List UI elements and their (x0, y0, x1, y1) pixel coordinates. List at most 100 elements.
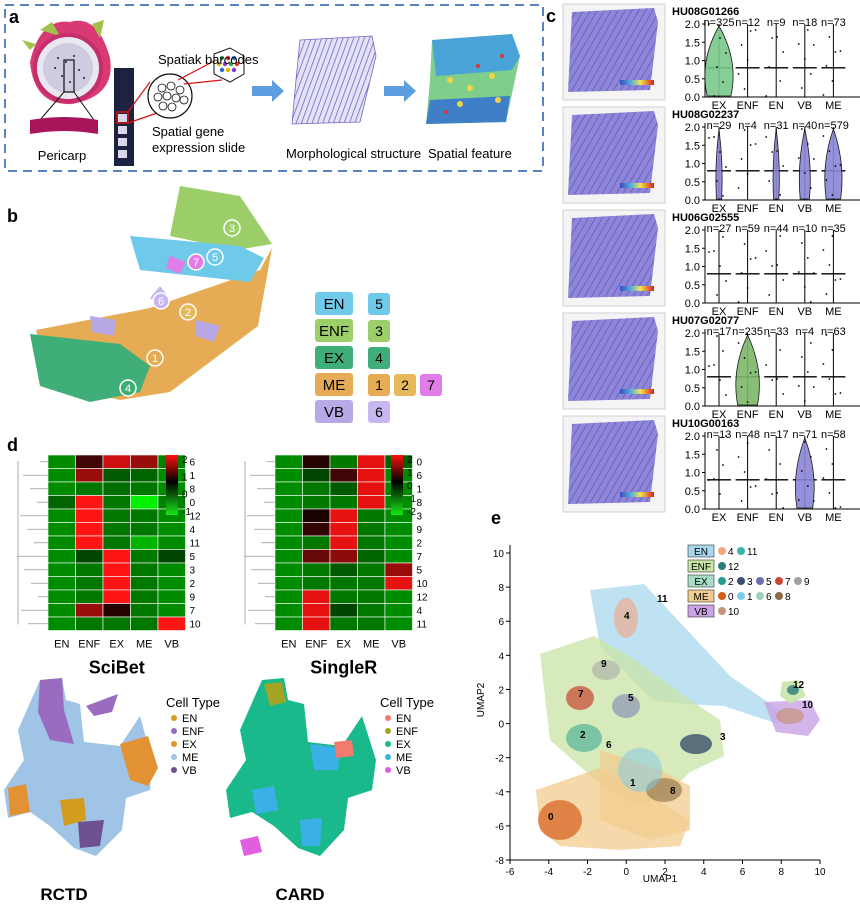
jitter-dot (828, 36, 831, 38)
cell-count-label: n=9 (767, 17, 786, 29)
colorbar-tick-label: -2 (407, 507, 416, 518)
jitter-dot (737, 456, 740, 458)
cluster-label: 2 (580, 730, 586, 741)
jitter-dot (839, 506, 842, 508)
jitter-dot (765, 136, 768, 138)
legend-swatch (171, 715, 177, 721)
jitter-dot (797, 157, 800, 159)
legend-cluster-box (368, 347, 390, 369)
jitter-dot (800, 128, 803, 130)
y-tick-label: 0.5 (685, 383, 700, 395)
expression-slide-image (114, 47, 245, 166)
heatmap-cell (102, 454, 131, 469)
heatmap-cell (102, 535, 131, 550)
cluster-label: 3 (720, 732, 726, 743)
x-tick-label: 10 (814, 867, 826, 878)
cluster-number: 4 (125, 383, 131, 395)
jitter-dot (765, 95, 768, 97)
cluster-number: 5 (212, 252, 218, 264)
jitter-dot (812, 500, 815, 502)
jitter-dot (779, 349, 782, 351)
jitter-dot (834, 507, 837, 509)
legend-type-box (687, 559, 715, 573)
heatmap-row-label: 7 (190, 606, 196, 617)
heatmap-cell (47, 495, 76, 510)
morphological-structure-image (291, 35, 377, 125)
card-title: CARD (275, 885, 324, 904)
panel-c-letter: c (546, 6, 556, 26)
heatmap-cell (274, 549, 303, 564)
heatmap-cell (302, 508, 331, 523)
heatmap-cell (75, 576, 104, 591)
y-tick-label: 1.5 (685, 449, 700, 461)
legend-cluster-label: 11 (747, 547, 758, 558)
legend-type-box (687, 604, 715, 618)
jitter-dot (719, 37, 721, 39)
jitter-dot (828, 264, 831, 266)
jitter-dot (776, 492, 779, 494)
heatmap-cell (102, 508, 131, 523)
heatmap-row-label: 9 (190, 593, 196, 604)
colorbar-tick-label: 2 (182, 455, 188, 466)
jitter-dot (803, 400, 806, 402)
heatmap-cell (274, 589, 303, 604)
cell-count-label: n=27 (707, 223, 732, 235)
cell-count-label: n=58 (821, 429, 846, 441)
x-tick-label: 6 (740, 867, 746, 878)
heatmap-cell (384, 562, 413, 577)
heatmap-cell (302, 535, 331, 550)
legend-cluster-label: 1 (747, 592, 753, 603)
jitter-dot (771, 37, 774, 39)
colorbar-tick-label: 2 (407, 455, 413, 466)
expression-map (568, 420, 658, 504)
cell-count-label: n=40 (792, 120, 817, 132)
heatmap-cell (302, 616, 331, 631)
cluster-number-labels: 1 2 3 4 5 6 7 (119, 219, 241, 397)
expression-map (568, 111, 658, 195)
jitter-dot (779, 463, 782, 465)
legend-type-label: EN (694, 547, 708, 558)
x-tick-label: EN (769, 100, 784, 112)
pericarp-label: Pericarp (38, 148, 86, 163)
heatmap-cell (302, 549, 331, 564)
heatmap-cell (102, 589, 131, 604)
heatmap-cell (302, 468, 331, 483)
y-tick-label: 0.0 (685, 504, 700, 516)
jitter-dot (746, 401, 749, 403)
jitter-dot (725, 280, 727, 282)
heatmap-cell (302, 454, 331, 469)
panel-b: b 1 2 3 4 5 6 7 EN 5 ENF 3 EX 4 ME 1 (7, 186, 442, 423)
x-tick-label: VB (797, 512, 812, 524)
heatmap-cell (274, 495, 303, 510)
heatmap-cell (130, 508, 159, 523)
jitter-dot (779, 194, 782, 196)
heatmap-cell (47, 454, 76, 469)
heatmap-column-label: EN (281, 639, 296, 651)
rctd-umap (4, 678, 158, 856)
arrow-icon (384, 80, 416, 102)
heatmap-cell (274, 603, 303, 618)
heatmap-cell (329, 535, 358, 550)
cluster-number: 3 (229, 223, 235, 235)
jitter-dot (771, 151, 774, 153)
cluster-badge (206, 248, 224, 266)
y-tick-label: 1.0 (685, 262, 700, 274)
jitter-dot (719, 493, 721, 495)
x-tick-label: EN (769, 203, 784, 215)
jitter-dot (834, 279, 837, 281)
cell-count-label: n=35 (821, 223, 846, 235)
heatmap-row-label: 6 (417, 471, 423, 482)
heatmap-cell (302, 495, 331, 510)
legend-type-label: ENF (319, 323, 349, 340)
heatmap-cell (130, 589, 159, 604)
heatmap-cell (130, 535, 159, 550)
legend-cluster-dot (737, 577, 745, 585)
jitter-dot (722, 81, 724, 83)
legend-type-label: EX (324, 350, 344, 367)
jitter-dot (737, 73, 740, 75)
legend-label: EN (396, 713, 411, 725)
legend-label: EX (182, 739, 197, 751)
jitter-dot (708, 365, 710, 367)
